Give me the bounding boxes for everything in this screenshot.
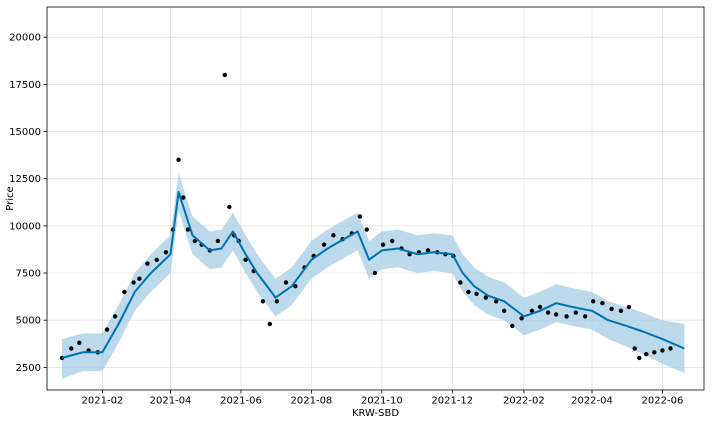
y-tick-label: 17500 <box>9 80 41 91</box>
observed-point <box>609 306 614 312</box>
forecast-series-line <box>61 190 685 359</box>
observed-point <box>502 308 507 313</box>
y-tick-label: 12500 <box>9 174 41 185</box>
x-tick-label: 2021-10 <box>361 396 403 407</box>
observed-point <box>591 299 596 304</box>
observed-point <box>618 308 624 313</box>
x-axis-ticks: 2021-02 2021-04 2021-06 2021-08 2021-10 2021-… <box>82 390 684 407</box>
observed-point <box>222 72 227 78</box>
x-tick-label: 2022-02 <box>503 396 545 407</box>
observed-point <box>131 280 136 285</box>
observed-point <box>137 276 142 281</box>
y-tick-label: 5000 <box>16 316 41 327</box>
y-tick-label: 15000 <box>9 127 41 138</box>
observed-point <box>660 348 665 353</box>
observed-point <box>425 248 431 253</box>
observed-point <box>637 355 642 361</box>
x-tick-label: 2022-06 <box>642 396 684 407</box>
observed-point <box>474 291 479 296</box>
observed-point <box>260 299 266 304</box>
observed-point <box>293 284 298 289</box>
observed-point <box>545 310 551 315</box>
observed-point <box>331 233 336 238</box>
observed-point <box>668 346 673 351</box>
x-tick-label: 2021-08 <box>291 396 333 407</box>
observed-point <box>573 310 578 315</box>
observed-point <box>632 346 637 351</box>
uncertainty-band <box>62 173 685 379</box>
y-tick-label: 10000 <box>9 221 41 232</box>
observed-point <box>227 204 232 210</box>
observed-point <box>600 301 605 306</box>
observed-point <box>644 352 649 357</box>
observed-point <box>537 304 543 310</box>
observed-point <box>215 238 221 244</box>
observed-point <box>154 257 159 262</box>
observed-point <box>176 157 181 162</box>
observed-point <box>364 227 369 232</box>
y-tick-label: 2500 <box>16 363 41 374</box>
interval-area <box>62 173 685 379</box>
observed-point <box>122 289 127 295</box>
observed-point <box>112 314 118 319</box>
observed-point <box>283 280 289 285</box>
x-tick-label: 2022-04 <box>571 396 613 407</box>
observed-point <box>181 195 186 200</box>
observed-point <box>458 280 463 285</box>
observed-point <box>564 314 569 319</box>
x-axis-label: KRW-SBD <box>352 408 399 419</box>
x-tick-label: 2021-04 <box>150 396 192 407</box>
observed-point <box>372 270 378 276</box>
plot-frame <box>46 6 705 391</box>
observed-point <box>77 340 82 345</box>
observed-point <box>390 238 395 244</box>
observed-point <box>626 304 632 310</box>
observed-point <box>582 314 588 319</box>
observed-point <box>510 323 515 329</box>
y-tick-label: 20000 <box>9 33 41 44</box>
observed-point <box>274 299 279 304</box>
x-tick-label: 2021-06 <box>220 396 262 407</box>
observed-point <box>192 238 197 244</box>
observed-point <box>529 308 535 313</box>
y-tick-label: 7500 <box>16 269 41 280</box>
x-tick-label: 2021-02 <box>82 396 124 407</box>
y-axis-ticks: 2500 5000 7500 10000 12500 15000 17500 20000 <box>9 33 47 374</box>
observed-point <box>483 295 488 300</box>
observed-point <box>145 261 150 266</box>
observed-point <box>243 257 248 262</box>
observed-point <box>652 350 657 355</box>
forecast-line <box>61 190 685 359</box>
observed-point <box>104 327 110 332</box>
x-tick-label: 2021-12 <box>431 396 473 407</box>
observed-point <box>321 242 327 247</box>
observed-point <box>185 227 191 232</box>
observed-point <box>554 312 559 317</box>
observed-point <box>494 299 499 304</box>
observed-point <box>519 316 524 321</box>
observed-point <box>466 289 471 295</box>
observed-point <box>267 321 272 327</box>
observed-point <box>69 346 74 351</box>
y-axis-label: Price <box>5 186 16 210</box>
observed-point <box>163 250 169 255</box>
observed-point <box>380 242 386 247</box>
observed-point <box>357 214 363 219</box>
